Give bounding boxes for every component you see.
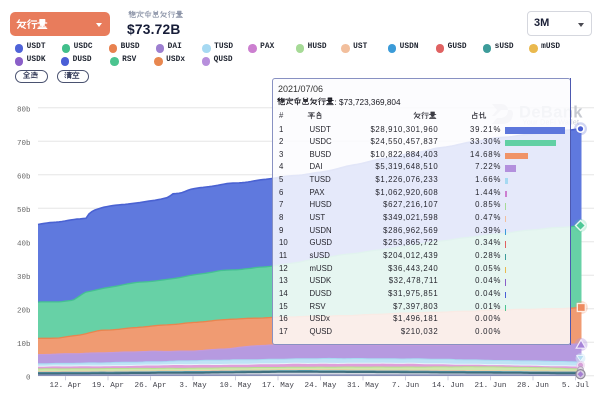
svg-text:28. Jun: 28. Jun xyxy=(517,382,549,390)
svg-text:30b: 30b xyxy=(17,274,31,282)
svg-text:80b: 80b xyxy=(17,106,31,114)
svg-text:17. May: 17. May xyxy=(262,382,294,390)
svg-text:19. Apr: 19. Apr xyxy=(92,382,124,390)
svg-text:40b: 40b xyxy=(17,240,31,248)
svg-text:24. May: 24. May xyxy=(305,382,337,390)
svg-text:12. Apr: 12. Apr xyxy=(50,382,82,390)
svg-text:20b: 20b xyxy=(17,307,31,315)
svg-text:0: 0 xyxy=(26,374,31,382)
svg-text:26. Apr: 26. Apr xyxy=(135,382,167,390)
svg-text:50b: 50b xyxy=(17,207,31,215)
svg-text:21. Jun: 21. Jun xyxy=(475,382,507,390)
svg-text:70b: 70b xyxy=(17,140,31,148)
svg-text:3. May: 3. May xyxy=(179,382,207,390)
svg-text:5. Jul: 5. Jul xyxy=(562,382,590,390)
svg-text:60b: 60b xyxy=(17,173,31,181)
svg-text:7. Jun: 7. Jun xyxy=(392,382,419,390)
svg-text:10b: 10b xyxy=(17,341,31,349)
svg-text:14. Jun: 14. Jun xyxy=(432,382,464,390)
svg-text:10. May: 10. May xyxy=(220,382,252,390)
svg-text:31. May: 31. May xyxy=(347,382,379,390)
